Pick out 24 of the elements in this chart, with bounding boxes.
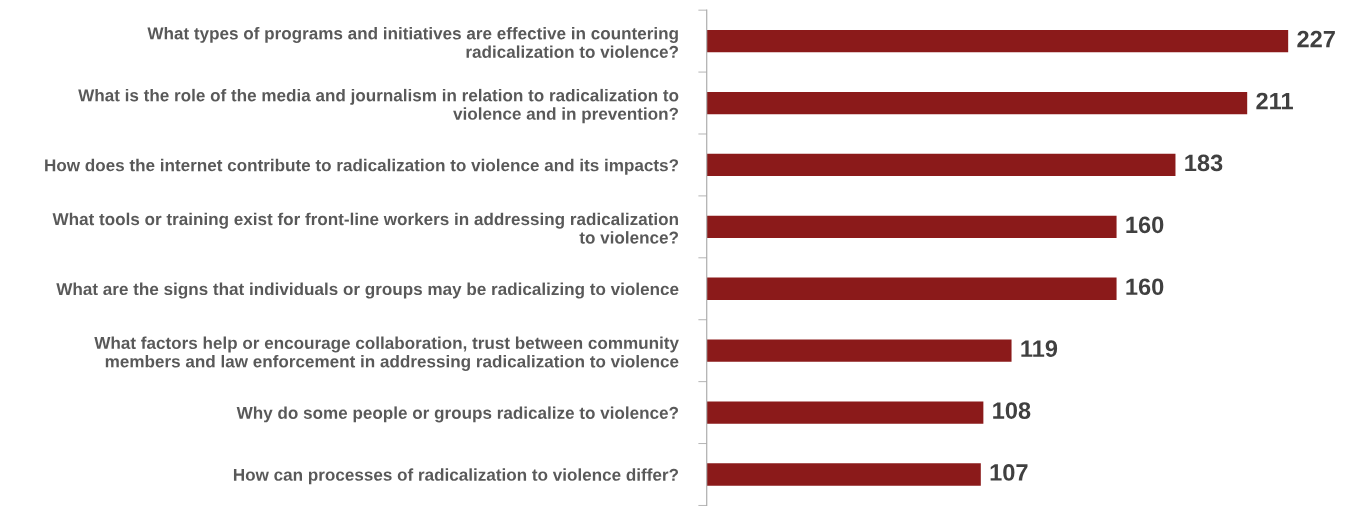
y-tick-label: What tools or training exist for front-line workers in addressing radicalization to violence? — [52, 212, 678, 244]
bar — [706, 29, 1289, 53]
y-tick-label: What are the signs that individuals or groups may be radicalizing to violence — [56, 282, 679, 299]
data-label: 183 — [1185, 154, 1223, 172]
y-tick-label: How does the internet contribute to radicalization to violence and its impacts? — [45, 158, 679, 175]
data-label: 160 — [1126, 278, 1164, 296]
bar — [706, 339, 1012, 362]
bar — [706, 215, 1117, 238]
data-label: 107 — [990, 464, 1028, 481]
y-tick-label: How can processes of radicalization to violence differ? — [233, 468, 679, 485]
bar — [706, 277, 1117, 300]
y-tick-label: What factors help or encourage collaboration, trust between community members and law enforcement in addressing radicalization to violence — [94, 336, 679, 371]
data-label: 119 — [1021, 340, 1058, 358]
y-tick-label: Why do some people or groups radicalize to violence? — [236, 406, 679, 423]
bar — [706, 153, 1176, 177]
data-label: 211 — [1256, 92, 1293, 110]
data-label: 227 — [1297, 30, 1335, 48]
data-label: 160 — [1126, 216, 1164, 234]
y-tick-label: What types of programs and initiatives are effective in countering radicalization to violence? — [147, 26, 678, 58]
bar — [706, 463, 981, 486]
bar — [706, 401, 984, 424]
y-tick-label: What is the role of the media and journalism in relation to radicalization to violence and in prevention? — [78, 88, 679, 124]
data-label: 108 — [993, 402, 1031, 419]
bar — [706, 91, 1248, 115]
